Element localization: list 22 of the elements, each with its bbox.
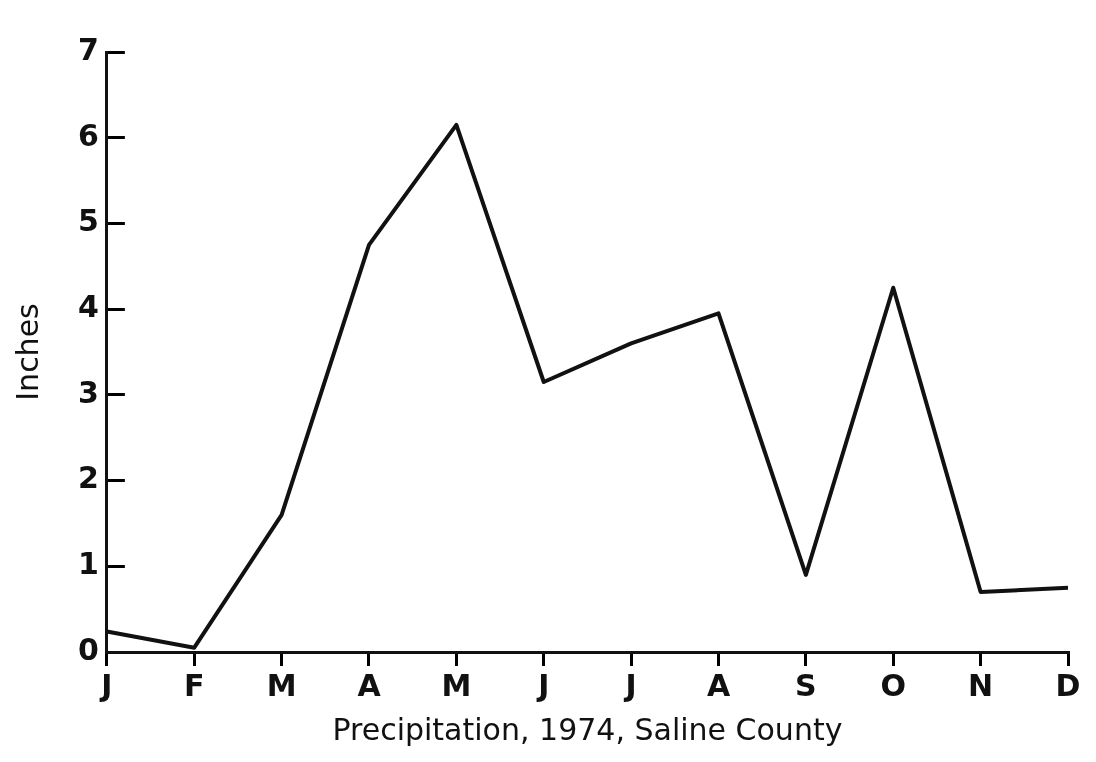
x-tick-label: A — [706, 667, 731, 703]
x-tick-label: J — [623, 667, 637, 703]
y-tick-label: 5 — [78, 203, 99, 239]
x-tick-label: J — [99, 667, 113, 703]
y-tick-label: 6 — [78, 117, 99, 153]
x-tick-label: O — [880, 667, 907, 703]
y-tick-label: 3 — [78, 374, 99, 410]
y-axis-title: Inches — [9, 303, 45, 401]
x-tick-label: A — [357, 667, 382, 703]
x-axis-title: Precipitation, 1974, Saline County — [332, 711, 843, 747]
x-tick-label: J — [536, 667, 550, 703]
y-tick-label: 2 — [78, 460, 99, 496]
x-tick-label: S — [795, 667, 817, 703]
x-tick-label: N — [968, 667, 994, 703]
x-tick-label: M — [441, 667, 472, 703]
y-tick-label: 1 — [78, 546, 99, 582]
x-tick-label: F — [184, 667, 205, 703]
x-tick-label: D — [1055, 667, 1081, 703]
y-tick-label: 7 — [78, 31, 99, 67]
y-tick-label: 0 — [78, 631, 99, 667]
y-tick-label: 4 — [78, 288, 99, 324]
x-tick-label: M — [266, 667, 297, 703]
